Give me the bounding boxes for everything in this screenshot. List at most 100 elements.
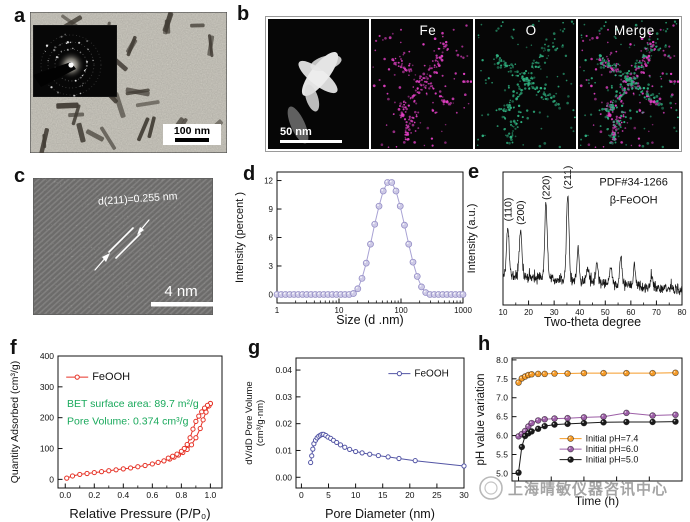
merge-map-label: Merge <box>614 23 655 38</box>
panel-f-letter: f <box>10 337 17 359</box>
svg-text:FeOOH: FeOOH <box>414 369 448 380</box>
svg-text:1.0: 1.0 <box>204 490 216 500</box>
svg-text:Pore Volume: 0.374 cm³/g: Pore Volume: 0.374 cm³/g <box>67 416 189 428</box>
svg-text:0.01: 0.01 <box>275 445 292 455</box>
panel-b-fe-map: Fe <box>371 19 473 149</box>
svg-text:0.02: 0.02 <box>275 419 292 429</box>
svg-text:7.0: 7.0 <box>496 393 508 403</box>
svg-text:(200): (200) <box>515 200 527 225</box>
panel-c-letter: c <box>14 165 26 187</box>
svg-text:β-FeOOH: β-FeOOH <box>610 194 658 206</box>
svg-text:30: 30 <box>550 308 559 317</box>
svg-text:0: 0 <box>269 290 274 299</box>
svg-text:FeOOH: FeOOH <box>92 371 130 383</box>
fe-eds-map <box>372 24 473 149</box>
svg-text:100: 100 <box>40 444 54 454</box>
chart-xrd-pattern: 10 20 30 40 50 60 70 80 Two-theta degree Intensit… <box>466 166 687 329</box>
panel-b-letter: b <box>237 3 250 25</box>
panel-a-scale-bar-line <box>175 138 209 142</box>
svg-text:9: 9 <box>269 205 274 214</box>
panel-e-letter: e <box>468 161 480 183</box>
svg-text:Intensity (percent ): Intensity (percent ) <box>234 192 246 283</box>
svg-text:100: 100 <box>394 306 408 315</box>
panel-c-scale-label: 4 nm <box>164 283 198 300</box>
svg-text:(cm³/g·nm): (cm³/g·nm) <box>255 400 266 446</box>
svg-text:5: 5 <box>326 490 331 500</box>
panel-g-letter: g <box>248 337 261 359</box>
svg-text:(110): (110) <box>502 198 514 222</box>
o-map-label: O <box>525 23 537 38</box>
panel-b-scale-label: 50 nm <box>280 126 312 138</box>
svg-text:Size (d .nm): Size (d .nm) <box>336 313 403 327</box>
panel-b-scale-bar: 50 nm <box>280 126 342 143</box>
svg-text:0.04: 0.04 <box>275 365 292 375</box>
fe-map-label: Fe <box>419 23 437 38</box>
svg-text:400: 400 <box>40 351 54 361</box>
svg-text:20: 20 <box>524 308 533 317</box>
svg-text:(220): (220) <box>540 175 552 200</box>
svg-text:7.5: 7.5 <box>496 374 508 384</box>
chart-pore-size: 0 5 10 15 20 25 30 0.00 0.01 0.02 0.03 0.04 Pore Dia… <box>244 357 469 521</box>
svg-text:Two-theta degree: Two-theta degree <box>544 315 641 329</box>
panel-b-stem-image: 50 nm <box>268 19 370 149</box>
svg-text:Relative Pressure (P/P₀): Relative Pressure (P/P₀) <box>69 506 210 521</box>
svg-text:25: 25 <box>432 490 442 500</box>
svg-text:10: 10 <box>499 308 508 317</box>
svg-text:300: 300 <box>40 382 54 392</box>
svg-text:30: 30 <box>459 490 469 500</box>
o-eds-map <box>476 20 576 149</box>
svg-text:6: 6 <box>269 234 274 243</box>
panel-b-eds-block: 50 nm Fe O Merge <box>265 16 682 152</box>
panel-a-letter: a <box>14 5 26 27</box>
svg-text:40: 40 <box>575 308 584 317</box>
svg-text:Intensity (a.u.): Intensity (a.u.) <box>466 204 478 274</box>
svg-text:0.0: 0.0 <box>59 490 71 500</box>
svg-text:60: 60 <box>626 308 635 317</box>
chart-bet-isotherm: 0.0 0.2 0.4 0.6 0.8 1.0 0 100 200 300 400 Relative … <box>9 351 223 521</box>
svg-text:12: 12 <box>264 177 273 186</box>
panel-b-merge-map: Merge <box>577 19 679 149</box>
stem-particle-image <box>287 52 342 144</box>
panel-d-letter: d <box>243 163 256 185</box>
svg-text:(211): (211) <box>562 166 574 190</box>
panel-a-scale-bar: 100 nm <box>163 124 221 145</box>
svg-text:6.5: 6.5 <box>496 412 508 422</box>
svg-text:0: 0 <box>299 490 304 500</box>
chart-ph-variation: 5.0 5.5 6.0 6.5 7.0 7.5 8.0 Time (h) pH value va… <box>475 355 683 508</box>
merge-eds-map <box>579 20 679 149</box>
svg-text:BET surface area: 89.7 m²/g: BET surface area: 89.7 m²/g <box>67 398 199 410</box>
svg-text:5.0: 5.0 <box>496 468 508 478</box>
chart-size-distribution: 1 10 100 1000 0 3 6 9 12 Size (d .nm) Intensity (p… <box>234 171 472 327</box>
svg-text:20: 20 <box>405 490 415 500</box>
svg-text:Quantity Adsorbed (cm³/g): Quantity Adsorbed (cm³/g) <box>9 361 21 484</box>
svg-text:Pore Diameter (nm): Pore Diameter (nm) <box>325 507 435 521</box>
svg-text:50: 50 <box>601 308 610 317</box>
svg-text:Initial pH=5.0: Initial pH=5.0 <box>586 455 639 465</box>
svg-text:0.8: 0.8 <box>175 490 187 500</box>
svg-text:Initial pH=7.4: Initial pH=7.4 <box>586 434 639 444</box>
svg-text:200: 200 <box>40 413 54 423</box>
panel-b-scale-bar-line <box>280 140 342 143</box>
svg-text:0.6: 0.6 <box>146 490 158 500</box>
svg-text:10: 10 <box>335 306 344 315</box>
svg-text:1000: 1000 <box>454 306 472 315</box>
svg-text:0.2: 0.2 <box>88 490 100 500</box>
svg-text:PDF#34-1266: PDF#34-1266 <box>599 176 668 188</box>
panel-c-hrtem-image <box>33 178 213 315</box>
panel-h-letter: h <box>478 333 491 355</box>
panel-a-scale-label: 100 nm <box>173 125 211 137</box>
svg-text:3: 3 <box>269 262 274 271</box>
svg-text:0.03: 0.03 <box>275 392 292 402</box>
svg-text:6.0: 6.0 <box>496 431 508 441</box>
panel-b-o-map: O <box>474 19 576 149</box>
svg-text:8.0: 8.0 <box>496 355 508 365</box>
svg-text:Initial pH=6.0: Initial pH=6.0 <box>586 444 639 454</box>
svg-text:Time (h): Time (h) <box>575 494 619 508</box>
svg-text:0: 0 <box>49 474 54 484</box>
svg-text:0.00: 0.00 <box>275 472 292 482</box>
svg-text:pH value variation: pH value variation <box>475 373 487 465</box>
svg-text:1: 1 <box>275 306 280 315</box>
svg-text:80: 80 <box>678 308 687 317</box>
svg-text:10: 10 <box>351 490 361 500</box>
